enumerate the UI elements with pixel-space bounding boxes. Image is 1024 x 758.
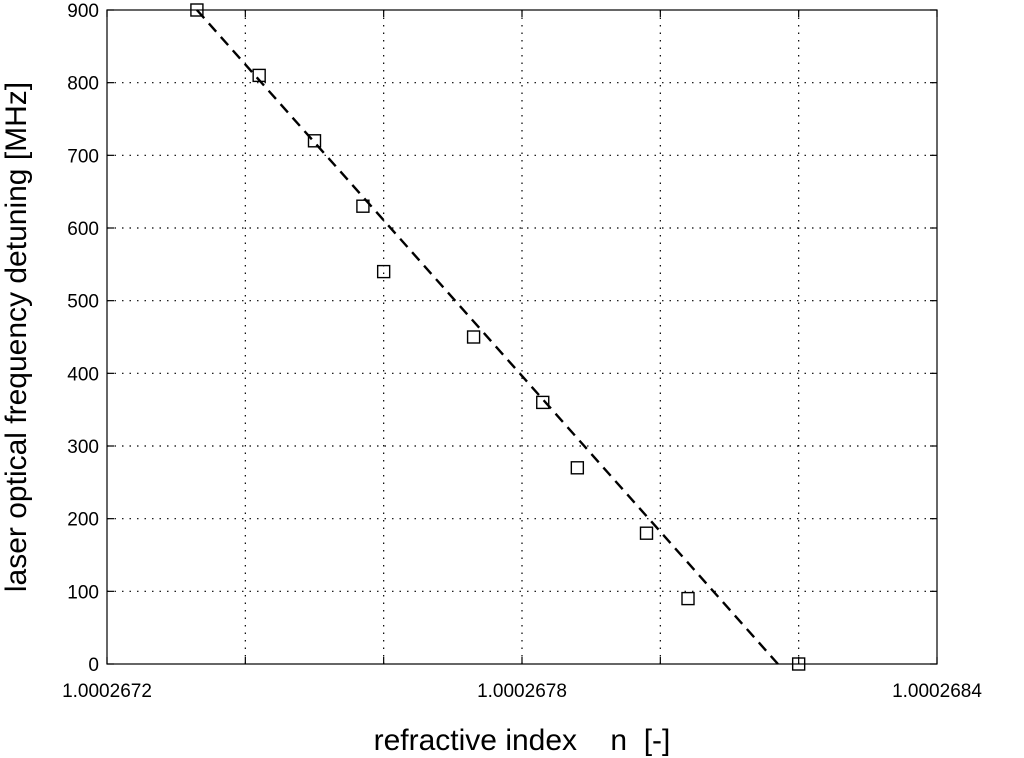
data-point: [356, 199, 370, 213]
y-tick-label: 0: [88, 655, 99, 676]
y-tick-label: 700: [67, 146, 99, 167]
data-point: [791, 657, 806, 671]
y-tick-label: 500: [67, 292, 99, 313]
y-axis-label: laser optical frequency detuning [MHz]: [0, 82, 33, 592]
y-tick-label: 600: [67, 219, 99, 240]
fit-line: [196, 9, 779, 665]
y-tick-label: 900: [67, 1, 99, 22]
x-tick-label: 1.0002672: [62, 681, 152, 702]
data-point: [307, 134, 322, 148]
ticks: [106, 9, 938, 665]
data-point: [376, 264, 391, 279]
y-tick-label: 200: [67, 510, 99, 531]
y-tick-label: 100: [67, 582, 99, 603]
data-point: [190, 3, 204, 17]
y-tick-label: 800: [67, 74, 99, 95]
data-point: [466, 330, 481, 344]
y-tick-label: 300: [67, 437, 99, 458]
markers: [190, 3, 806, 671]
data-point: [536, 395, 550, 410]
tick-labels: 1.0002672 1.0002678 1.0002684 0 100 200 300 400…: [62, 1, 982, 702]
x-tick-label: 1.0002684: [892, 681, 982, 702]
y-tick-label: 400: [67, 364, 99, 385]
data-point: [570, 461, 585, 475]
x-axis-label: refractive index n [-]: [374, 724, 671, 757]
grid: [107, 10, 937, 664]
data-point: [639, 526, 654, 540]
data-point: [252, 68, 266, 83]
x-tick-label: 1.0002678: [477, 681, 567, 702]
data-point: [681, 591, 695, 606]
